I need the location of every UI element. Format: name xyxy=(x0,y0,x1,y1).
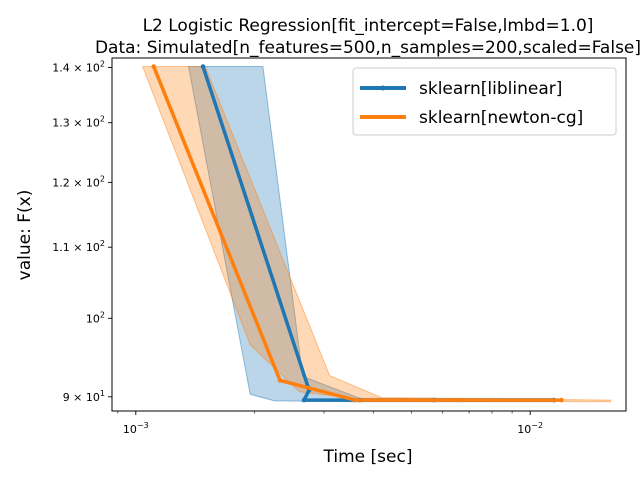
chart-subtitle: Data: Simulated[n_features=500,n_samples… xyxy=(95,38,640,58)
series-lines xyxy=(151,64,564,403)
x-tick-label: 10−2 xyxy=(517,421,543,436)
x-axis-ticks: 10−3 10−2 xyxy=(117,411,543,436)
legend-label-newton-cg: sklearn[newton-cg] xyxy=(419,108,583,128)
y-tick-label: 1.2 × 102 xyxy=(52,174,105,189)
y-tick-label: 1.3 × 102 xyxy=(52,115,105,130)
legend: sklearn[liblinear] sklearn[newton-cg] xyxy=(352,67,617,136)
legend-frame xyxy=(352,67,617,136)
legend-label-liblinear: sklearn[liblinear] xyxy=(419,79,562,99)
legend-marker-liblinear xyxy=(380,85,386,91)
point-sklearn-newton-cg-2 xyxy=(352,397,358,403)
y-tick-label: 102 xyxy=(86,310,105,325)
point-sklearn-liblinear-0 xyxy=(200,64,206,69)
chart-title: L2 Logistic Regression[fit_intercept=Fal… xyxy=(143,16,594,36)
x-tick-label: 10−3 xyxy=(123,421,149,436)
y-axis-ticks: 1.4 × 102 1.3 × 102 1.2 × 102 1.1 × 102 102 9… xyxy=(52,60,112,404)
x-axis-label: Time [sec] xyxy=(323,447,413,467)
plot-area: 10−3 10−2 1.4 × 102 1.3 × 102 1.2 × 102 1.1 … xyxy=(52,57,627,436)
point-sklearn-newton-cg-1 xyxy=(277,378,283,383)
point-sklearn-liblinear-2 xyxy=(301,397,307,403)
point-sklearn-newton-cg-4 xyxy=(559,397,564,403)
y-axis-label: value: F(x) xyxy=(15,190,35,281)
point-sklearn-newton-cg-3 xyxy=(456,397,462,403)
point-sklearn-newton-cg-0 xyxy=(151,64,156,69)
axes-frame xyxy=(111,57,627,412)
y-tick-label: 9 × 101 xyxy=(63,389,105,404)
y-tick-label: 1.4 × 102 xyxy=(52,60,105,75)
y-tick-label: 1.1 × 102 xyxy=(52,239,105,254)
